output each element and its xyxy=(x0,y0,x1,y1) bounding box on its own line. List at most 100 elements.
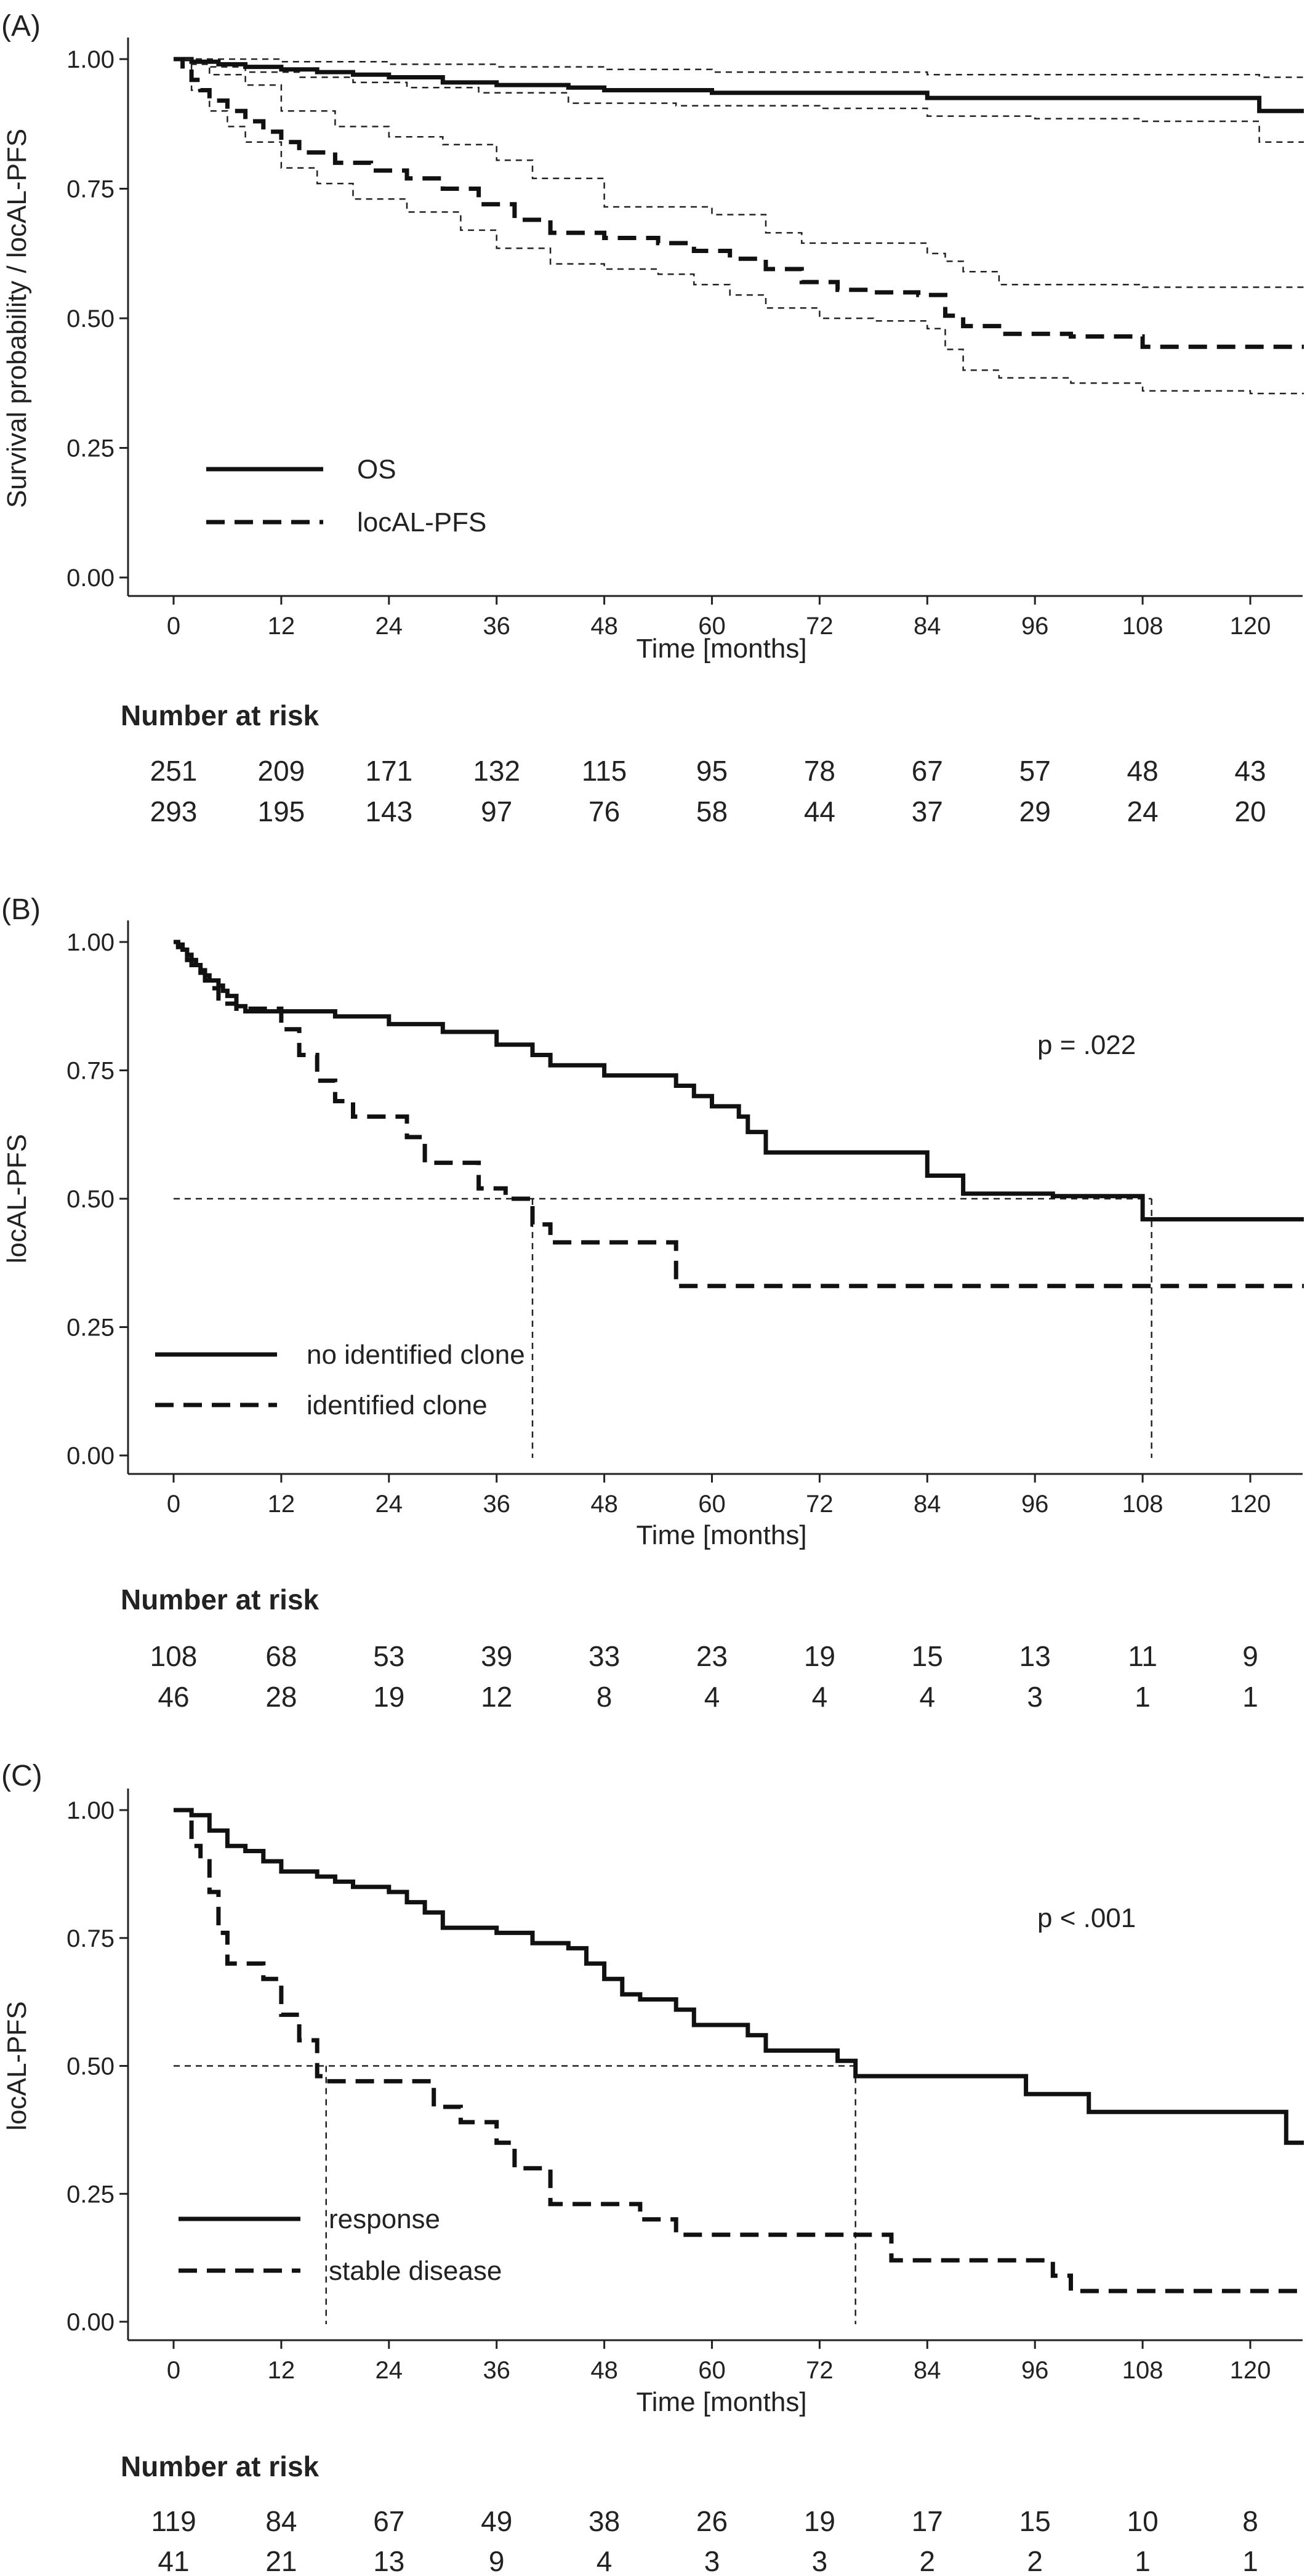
risk-count: 20 xyxy=(1234,795,1266,827)
x-tick-label: 36 xyxy=(483,1491,510,1518)
risk-count: 78 xyxy=(804,755,835,787)
risk-count: 19 xyxy=(804,1640,835,1672)
x-tick-label: 12 xyxy=(268,2357,295,2384)
x-tick-label: 108 xyxy=(1122,2357,1163,2384)
y-tick-label: 1.00 xyxy=(66,929,115,956)
legend-label-2: locAL-PFS xyxy=(357,507,486,537)
p-value-annotation: p < .001 xyxy=(1037,1903,1136,1933)
legend-label-1: OS xyxy=(357,454,396,485)
risk-count: 10 xyxy=(1127,2505,1159,2537)
series-1-ci-lower xyxy=(174,58,1304,143)
x-tick-label: 36 xyxy=(483,613,510,640)
x-tick-label: 12 xyxy=(268,1491,295,1518)
risk-count: 17 xyxy=(912,2505,943,2537)
risk-count: 293 xyxy=(150,795,198,827)
risk-count: 3 xyxy=(1027,1681,1043,1713)
risk-count: 97 xyxy=(481,795,512,827)
risk-count: 4 xyxy=(812,1681,828,1713)
risk-count: 9 xyxy=(489,2545,505,2576)
risk-count: 67 xyxy=(912,755,943,787)
x-axis-title: Time [months] xyxy=(636,634,806,664)
risk-count: 119 xyxy=(151,2505,196,2537)
risk-count: 41 xyxy=(158,2545,189,2576)
x-tick-label: 120 xyxy=(1230,613,1271,640)
risk-count: 2 xyxy=(920,2545,936,2576)
panel-label: (C) xyxy=(1,1760,42,1792)
x-tick-label: 36 xyxy=(483,2357,510,2384)
y-tick-label: 1.00 xyxy=(66,46,115,73)
x-tick-label: 96 xyxy=(1021,2357,1049,2384)
risk-count: 4 xyxy=(920,1681,936,1713)
risk-count: 29 xyxy=(1019,795,1051,827)
panel-label: (B) xyxy=(1,893,41,926)
panel-2: (B)0.000.250.500.751.000 12 24 36 48 60 72 84 96… xyxy=(1,893,1304,1713)
risk-count: 13 xyxy=(1019,1640,1051,1672)
y-tick-label: 0.00 xyxy=(66,2309,115,2336)
x-tick-label: 72 xyxy=(806,1491,834,1518)
series-2-ci-upper xyxy=(174,58,1304,288)
x-tick-label: 96 xyxy=(1021,613,1049,640)
y-tick-label: 0.00 xyxy=(66,565,115,592)
risk-count: 1 xyxy=(1135,1681,1151,1713)
risk-count: 195 xyxy=(258,795,305,827)
risk-count: 143 xyxy=(365,795,412,827)
risk-count: 19 xyxy=(373,1681,404,1713)
risk-count: 39 xyxy=(481,1640,512,1672)
y-tick-label: 0.25 xyxy=(66,2181,115,2208)
risk-count: 33 xyxy=(589,1640,620,1672)
risk-count: 21 xyxy=(265,2545,297,2576)
risk-count: 3 xyxy=(704,2545,720,2576)
risk-count: 37 xyxy=(912,795,943,827)
risk-table-title: Number at risk xyxy=(121,699,319,731)
risk-count: 46 xyxy=(158,1681,189,1713)
p-value-annotation: p = .022 xyxy=(1037,1030,1136,1060)
x-tick-label: 72 xyxy=(806,613,834,640)
risk-count: 28 xyxy=(265,1681,297,1713)
risk-count: 132 xyxy=(473,755,520,787)
x-tick-label: 84 xyxy=(914,2357,941,2384)
risk-count: 67 xyxy=(373,2505,404,2537)
risk-count: 95 xyxy=(696,755,728,787)
risk-count: 49 xyxy=(481,2505,512,2537)
panel-3: (C)0.000.250.500.751.000 12 24 36 48 60 72 84 96… xyxy=(1,1760,1304,2576)
risk-table-title: Number at risk xyxy=(121,1584,319,1616)
risk-count: 209 xyxy=(258,755,305,787)
y-tick-label: 0.75 xyxy=(66,1058,115,1085)
x-tick-label: 48 xyxy=(590,1491,618,1518)
x-tick-label: 48 xyxy=(590,2357,618,2384)
series-1-line xyxy=(174,940,1304,1222)
panel-label: (A) xyxy=(1,10,41,42)
risk-count: 84 xyxy=(265,2505,297,2537)
series-2-line xyxy=(174,57,1304,349)
y-axis-title: Survival probability / locAL-PFS xyxy=(2,129,32,508)
x-tick-label: 24 xyxy=(376,613,403,640)
x-tick-label: 48 xyxy=(590,613,618,640)
risk-count: 3 xyxy=(812,2545,828,2576)
y-tick-label: 0.25 xyxy=(66,435,115,462)
y-axis-title: locAL-PFS xyxy=(2,2001,32,2130)
x-tick-label: 72 xyxy=(806,2357,834,2384)
risk-count: 251 xyxy=(150,755,198,787)
x-tick-label: 60 xyxy=(698,1491,726,1518)
risk-count: 2 xyxy=(1027,2545,1043,2576)
x-tick-label: 0 xyxy=(167,2357,180,2384)
x-tick-label: 0 xyxy=(167,1491,180,1518)
series-2-line xyxy=(174,1808,1304,2293)
y-tick-label: 0.25 xyxy=(66,1314,115,1342)
x-tick-label: 84 xyxy=(914,1491,941,1518)
curves xyxy=(174,1808,1304,2293)
curves xyxy=(174,940,1304,1289)
series-2-line xyxy=(174,940,1304,1289)
risk-count: 171 xyxy=(365,755,412,787)
risk-count: 108 xyxy=(150,1640,198,1672)
series-1-line xyxy=(174,57,1304,113)
risk-count: 11 xyxy=(1128,1640,1157,1672)
risk-count: 38 xyxy=(589,2505,620,2537)
x-axis-title: Time [months] xyxy=(636,2387,806,2417)
risk-count: 19 xyxy=(804,2505,835,2537)
x-tick-label: 24 xyxy=(376,2357,403,2384)
risk-count: 1 xyxy=(1242,2545,1258,2576)
series-1-line xyxy=(174,1808,1304,2145)
x-tick-label: 120 xyxy=(1230,2357,1271,2384)
